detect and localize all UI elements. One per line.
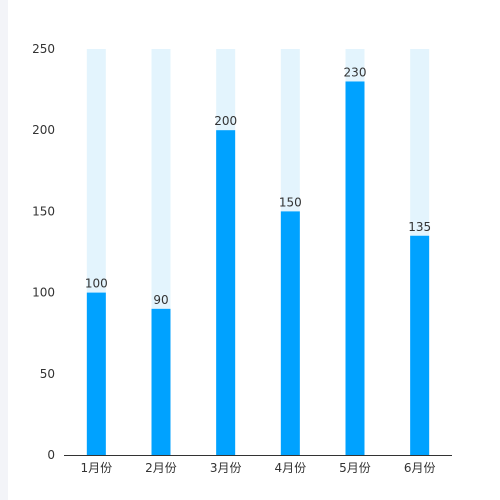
y-tick-label: 250 [32, 42, 55, 56]
y-tick-label: 200 [32, 123, 55, 137]
y-tick-label: 50 [40, 367, 55, 381]
x-tick-label: 1月份 [81, 461, 113, 475]
bar-2[interactable] [151, 308, 171, 455]
x-tick-label: 5月份 [339, 461, 371, 475]
data-label: 230 [344, 65, 367, 79]
data-bars [86, 81, 430, 455]
data-label: 150 [279, 195, 302, 209]
bar-6[interactable] [410, 235, 430, 455]
bar-chart: 100 90 200 150 230 135 0 50 100 150 200 250 1月份 2月份… [32, 42, 452, 475]
y-tick-label: 150 [32, 204, 55, 218]
data-label: 100 [85, 277, 108, 291]
data-label: 90 [153, 293, 168, 307]
bar-3[interactable] [216, 130, 236, 455]
y-tick-label: 100 [32, 286, 55, 300]
x-tick-label: 3月份 [210, 461, 242, 475]
data-label: 200 [214, 114, 237, 128]
chart-panel: 100 90 200 150 230 135 0 50 100 150 200 250 1月份 2月份… [8, 0, 500, 500]
y-axis-ticks: 0 50 100 150 200 250 [32, 42, 55, 462]
data-labels: 100 90 200 150 230 135 [85, 65, 431, 306]
bar-5[interactable] [345, 81, 365, 455]
data-label: 135 [408, 220, 431, 234]
y-tick-label: 0 [47, 448, 55, 462]
x-tick-label: 2月份 [145, 461, 177, 475]
x-tick-label: 6月份 [404, 461, 436, 475]
bar-1[interactable] [86, 292, 106, 455]
bar-4[interactable] [280, 211, 300, 455]
background-bars [86, 49, 430, 455]
x-tick-label: 4月份 [275, 461, 307, 475]
x-axis-ticks: 1月份 2月份 3月份 4月份 5月份 6月份 [81, 461, 436, 475]
